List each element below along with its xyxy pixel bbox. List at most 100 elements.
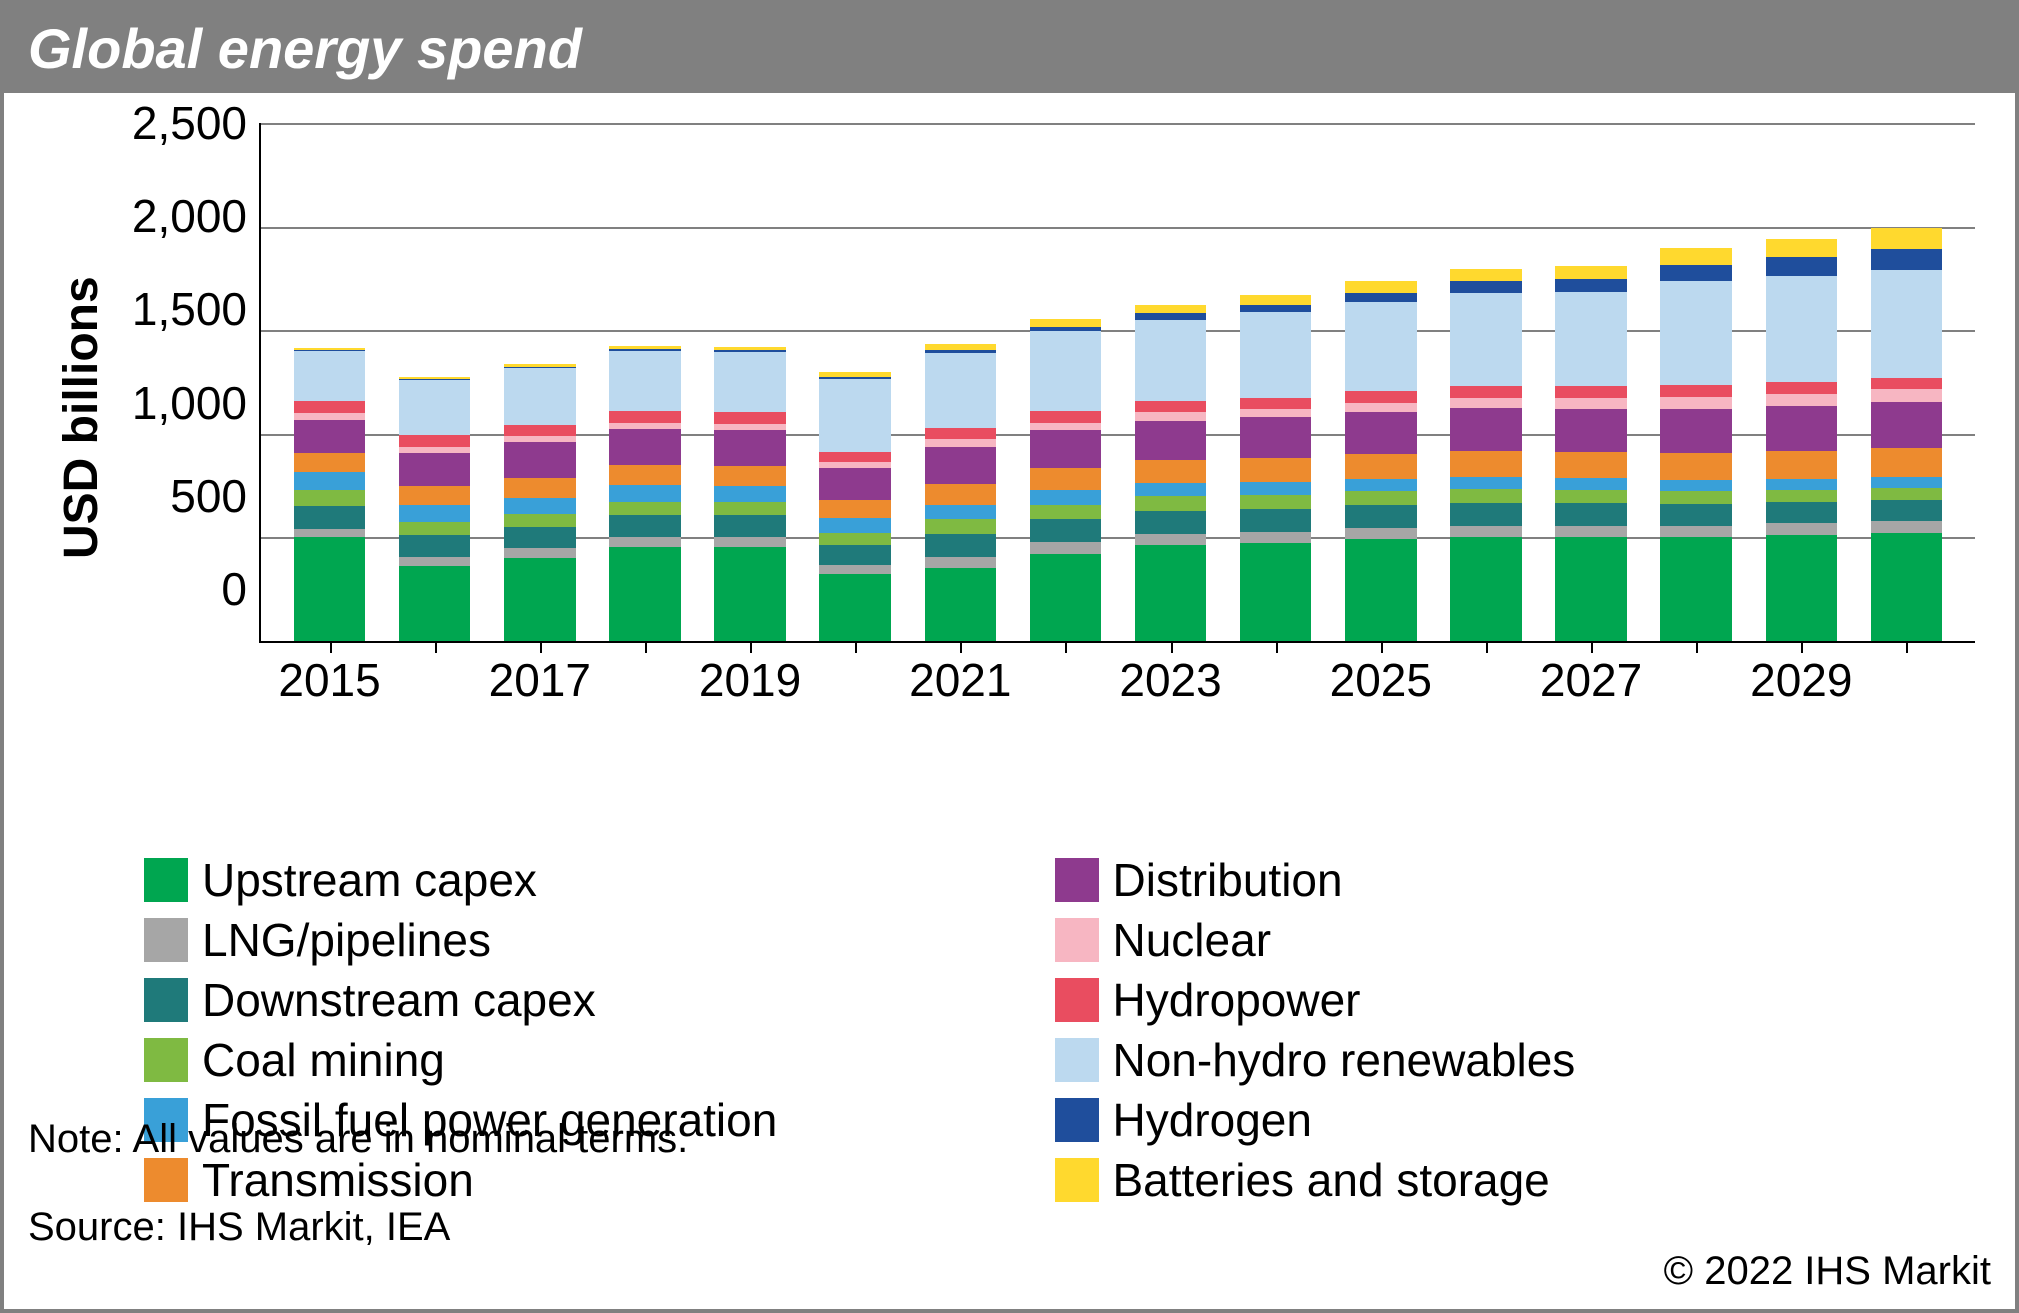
stacked-bar (714, 347, 785, 641)
bar-segment-batteries_storage (1555, 266, 1626, 280)
source-text: Source: IHS Markit, IEA (28, 1205, 688, 1249)
bar-column (1644, 123, 1749, 641)
bar-segment-non_hydro_renew (1345, 302, 1416, 391)
bar-segment-distribution (609, 429, 680, 465)
stacked-bar (1345, 281, 1416, 641)
legend-item: Downstream capex (144, 973, 1015, 1027)
bar-segment-fossil_power (1240, 482, 1311, 496)
y-axis-label: USD billions (44, 123, 109, 713)
bar-segment-hydrogen (1871, 249, 1942, 270)
legend-label: Downstream capex (202, 973, 596, 1027)
bar-segment-hydropower (1240, 398, 1311, 409)
bar-segment-lng_pipelines (399, 557, 470, 566)
stacked-bar (609, 346, 680, 641)
bar-segment-downstream_capex (1030, 519, 1101, 542)
bar-segment-downstream_capex (1450, 503, 1521, 526)
bar-segment-hydropower (1135, 401, 1206, 412)
bar-segment-downstream_capex (1871, 500, 1942, 522)
bar-segment-upstream_capex (609, 547, 680, 641)
bar-segment-upstream_capex (1345, 539, 1416, 641)
bar-segment-fossil_power (819, 518, 890, 533)
bar-segment-batteries_storage (1450, 269, 1521, 281)
bar-segment-batteries_storage (1135, 305, 1206, 313)
bar-segment-coal_mining (399, 522, 470, 534)
x-tick-mark (1381, 641, 1383, 653)
bar-segment-transmission (1240, 458, 1311, 482)
bar-segment-hydropower (399, 435, 470, 446)
bar-segment-non_hydro_renew (1135, 320, 1206, 401)
bar-segment-nuclear (1240, 409, 1311, 417)
x-tick-mark (540, 641, 542, 653)
bar-segment-transmission (1871, 448, 1942, 477)
y-tick: 1,500 (109, 282, 247, 336)
bar-column (1013, 123, 1118, 641)
bars-container (261, 123, 1975, 641)
bar-segment-upstream_capex (1030, 554, 1101, 641)
bar-segment-non_hydro_renew (1240, 312, 1311, 397)
bar-segment-fossil_power (504, 498, 575, 515)
bar-segment-upstream_capex (504, 558, 575, 641)
bar-segment-downstream_capex (1555, 503, 1626, 526)
stacked-bar (294, 348, 365, 641)
legend-swatch (144, 918, 188, 962)
bar-segment-transmission (1450, 451, 1521, 477)
bar-segment-hydrogen (1450, 281, 1521, 292)
x-tick-mark (645, 641, 647, 653)
bar-segment-downstream_capex (294, 506, 365, 529)
bar-segment-fossil_power (1030, 490, 1101, 505)
bar-segment-fossil_power (1135, 483, 1206, 497)
bar-segment-upstream_capex (1871, 533, 1942, 641)
bar-segment-transmission (1135, 460, 1206, 483)
bar-segment-upstream_capex (1450, 537, 1521, 641)
bar-segment-nuclear (925, 439, 996, 446)
bar-segment-downstream_capex (1135, 511, 1206, 534)
stacked-bar (819, 372, 890, 641)
bar-column (277, 123, 382, 641)
footer: Note: All values are in nominal terms. S… (28, 1073, 1991, 1293)
bar-segment-batteries_storage (1240, 295, 1311, 305)
bar-column (803, 123, 908, 641)
bar-segment-upstream_capex (294, 537, 365, 641)
bar-segment-lng_pipelines (609, 537, 680, 547)
bar-segment-distribution (1555, 409, 1626, 452)
bar-segment-coal_mining (925, 519, 996, 534)
bar-segment-distribution (1030, 430, 1101, 468)
bar-segment-downstream_capex (504, 527, 575, 549)
bar-segment-nuclear (1450, 398, 1521, 408)
bar-segment-distribution (714, 430, 785, 466)
legend-swatch (144, 978, 188, 1022)
bar-segment-nuclear (1135, 412, 1206, 420)
bar-segment-non_hydro_renew (294, 351, 365, 401)
bar-segment-downstream_capex (609, 515, 680, 537)
bar-segment-fossil_power (609, 485, 680, 502)
bar-segment-downstream_capex (1240, 509, 1311, 532)
bar-segment-coal_mining (504, 514, 575, 526)
bar-segment-transmission (714, 466, 785, 486)
bar-segment-distribution (1766, 406, 1837, 451)
stacked-bar (1135, 305, 1206, 641)
bar-segment-fossil_power (294, 472, 365, 491)
bar-segment-non_hydro_renew (1660, 281, 1731, 385)
legend-label: Hydropower (1113, 973, 1361, 1027)
bar-segment-transmission (819, 500, 890, 519)
x-tick-mark (1486, 641, 1488, 653)
legend-label: LNG/pipelines (202, 913, 491, 967)
x-tick-mark (1171, 641, 1173, 653)
bar-column (1749, 123, 1854, 641)
footer-note-source: Note: All values are in nominal terms. S… (28, 1073, 688, 1293)
bar-segment-downstream_capex (399, 535, 470, 557)
bar-segment-hydropower (504, 425, 575, 436)
bar-segment-coal_mining (819, 533, 890, 545)
bar-segment-upstream_capex (399, 566, 470, 641)
bar-segment-downstream_capex (714, 515, 785, 537)
x-tick-mark (855, 641, 857, 653)
bar-segment-lng_pipelines (1555, 526, 1626, 537)
bar-segment-nuclear (1030, 423, 1101, 430)
bar-segment-upstream_capex (1660, 537, 1731, 641)
bar-segment-distribution (504, 442, 575, 477)
bar-segment-hydropower (1871, 378, 1942, 389)
x-tick-labels: 20152017201920212023202520272029 (261, 641, 1975, 707)
bar-segment-coal_mining (1660, 491, 1731, 503)
y-tick: 500 (109, 469, 247, 523)
stacked-bar (1240, 295, 1311, 641)
